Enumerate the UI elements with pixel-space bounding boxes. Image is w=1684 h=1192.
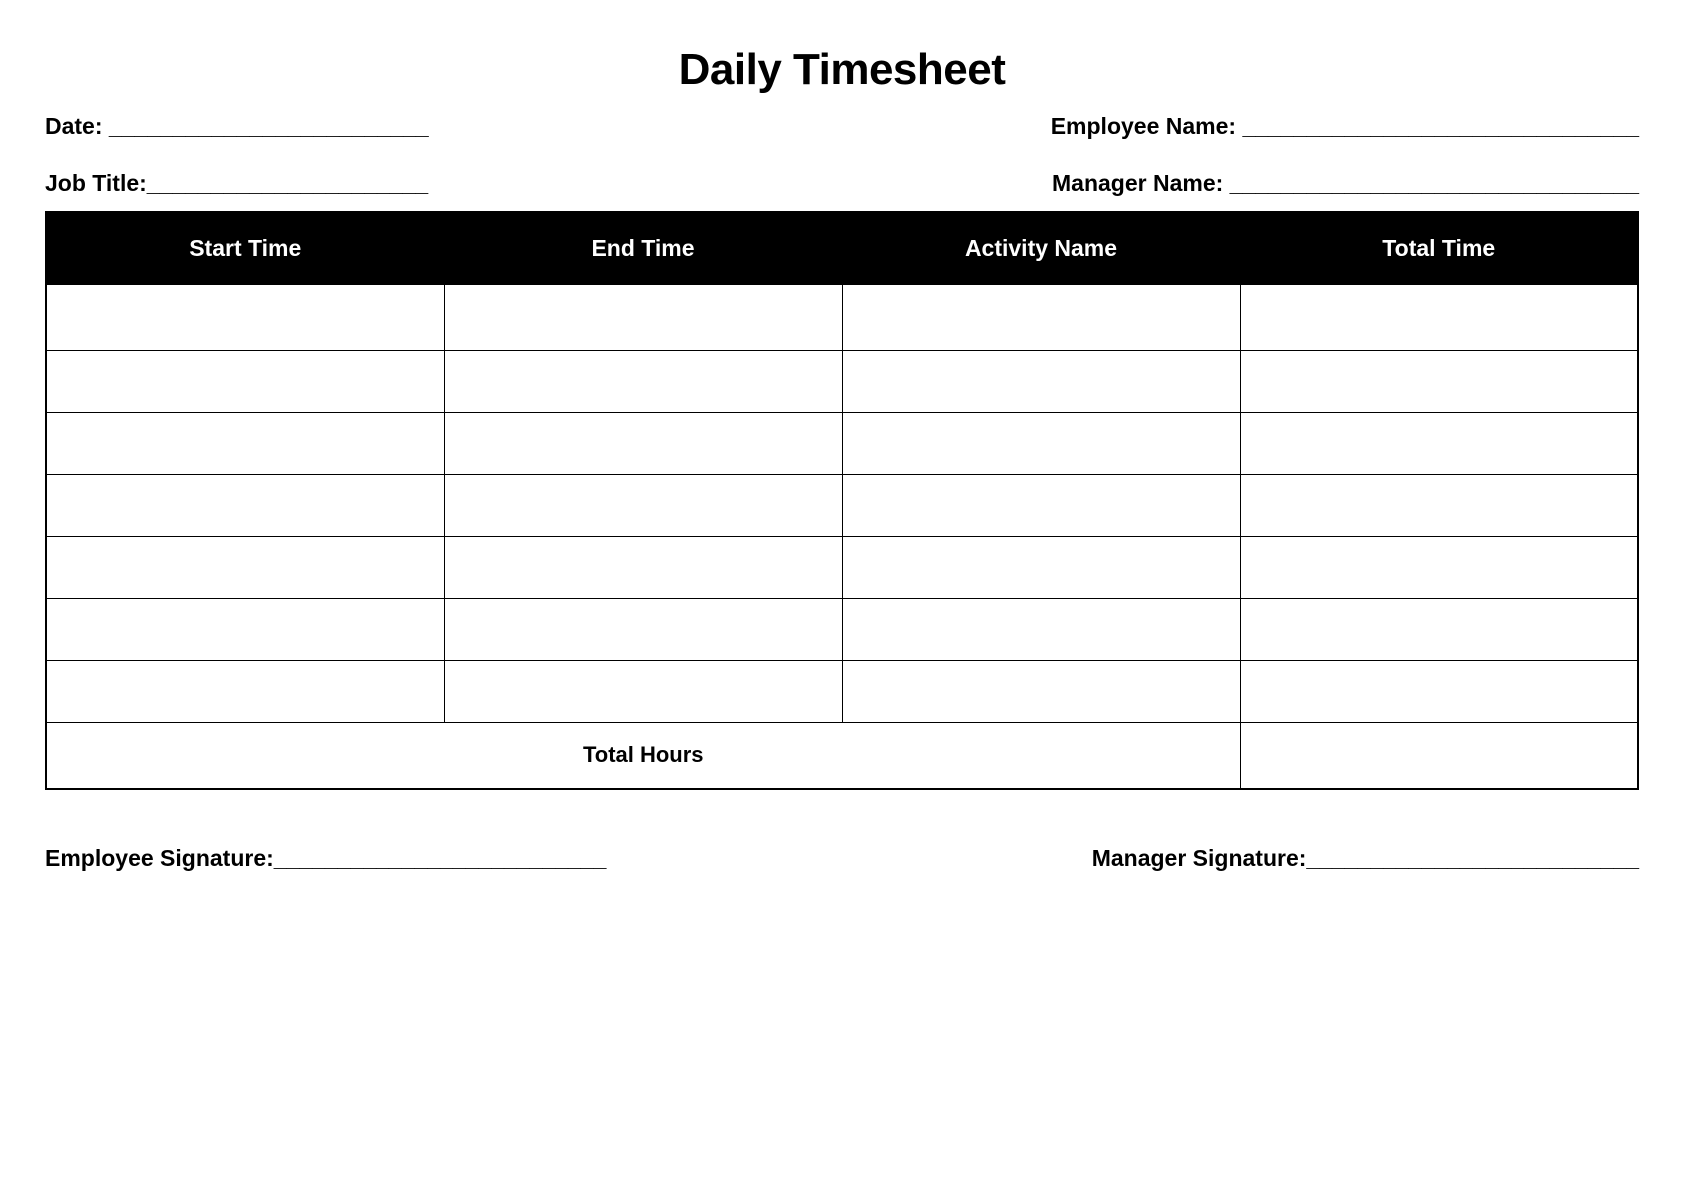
table-row [46, 351, 1638, 413]
field-row-1: Date: _________________________ Employee… [45, 113, 1639, 140]
table-cell [444, 661, 842, 723]
table-cell [444, 351, 842, 413]
table-cell [842, 661, 1240, 723]
table-row [46, 537, 1638, 599]
field-row-2: Job Title:______________________ Manager… [45, 170, 1639, 197]
table-row [46, 413, 1638, 475]
signature-row: Employee Signature:_____________________… [45, 845, 1639, 872]
table-cell [46, 537, 444, 599]
table-cell [46, 475, 444, 537]
page-title: Daily Timesheet [45, 45, 1639, 95]
total-hours-label: Total Hours [46, 723, 1240, 789]
table-cell [1240, 599, 1638, 661]
table-cell [1240, 413, 1638, 475]
employee-name-field: Employee Name: _________________________… [1051, 113, 1639, 140]
table-cell [1240, 285, 1638, 351]
header-activity-name: Activity Name [842, 212, 1240, 285]
employee-signature-field: Employee Signature:_____________________… [45, 845, 606, 872]
table-cell [46, 661, 444, 723]
table-row [46, 475, 1638, 537]
table-header-row: Start Time End Time Activity Name Total … [46, 212, 1638, 285]
table-cell [46, 351, 444, 413]
table-cell [842, 285, 1240, 351]
table-cell [444, 475, 842, 537]
table-row [46, 599, 1638, 661]
table-cell [46, 285, 444, 351]
table-cell [842, 351, 1240, 413]
table-cell [1240, 475, 1638, 537]
table-cell [444, 537, 842, 599]
timesheet-table: Start Time End Time Activity Name Total … [45, 211, 1639, 790]
manager-signature-field: Manager Signature:______________________… [1092, 845, 1639, 872]
table-cell [842, 475, 1240, 537]
table-cell [46, 599, 444, 661]
table-cell [1240, 351, 1638, 413]
table-row [46, 285, 1638, 351]
total-hours-row: Total Hours [46, 723, 1638, 789]
header-total-time: Total Time [1240, 212, 1638, 285]
table-cell [1240, 661, 1638, 723]
table-cell [842, 537, 1240, 599]
table-cell [842, 413, 1240, 475]
table-cell [444, 599, 842, 661]
job-title-field: Job Title:______________________ [45, 170, 428, 197]
table-cell [444, 285, 842, 351]
manager-name-field: Manager Name: __________________________… [1052, 170, 1639, 197]
table-cell [1240, 537, 1638, 599]
header-end-time: End Time [444, 212, 842, 285]
date-field: Date: _________________________ [45, 113, 429, 140]
table-cell [444, 413, 842, 475]
total-hours-value [1240, 723, 1638, 789]
table-cell [842, 599, 1240, 661]
table-cell [46, 413, 444, 475]
header-start-time: Start Time [46, 212, 444, 285]
table-row [46, 661, 1638, 723]
